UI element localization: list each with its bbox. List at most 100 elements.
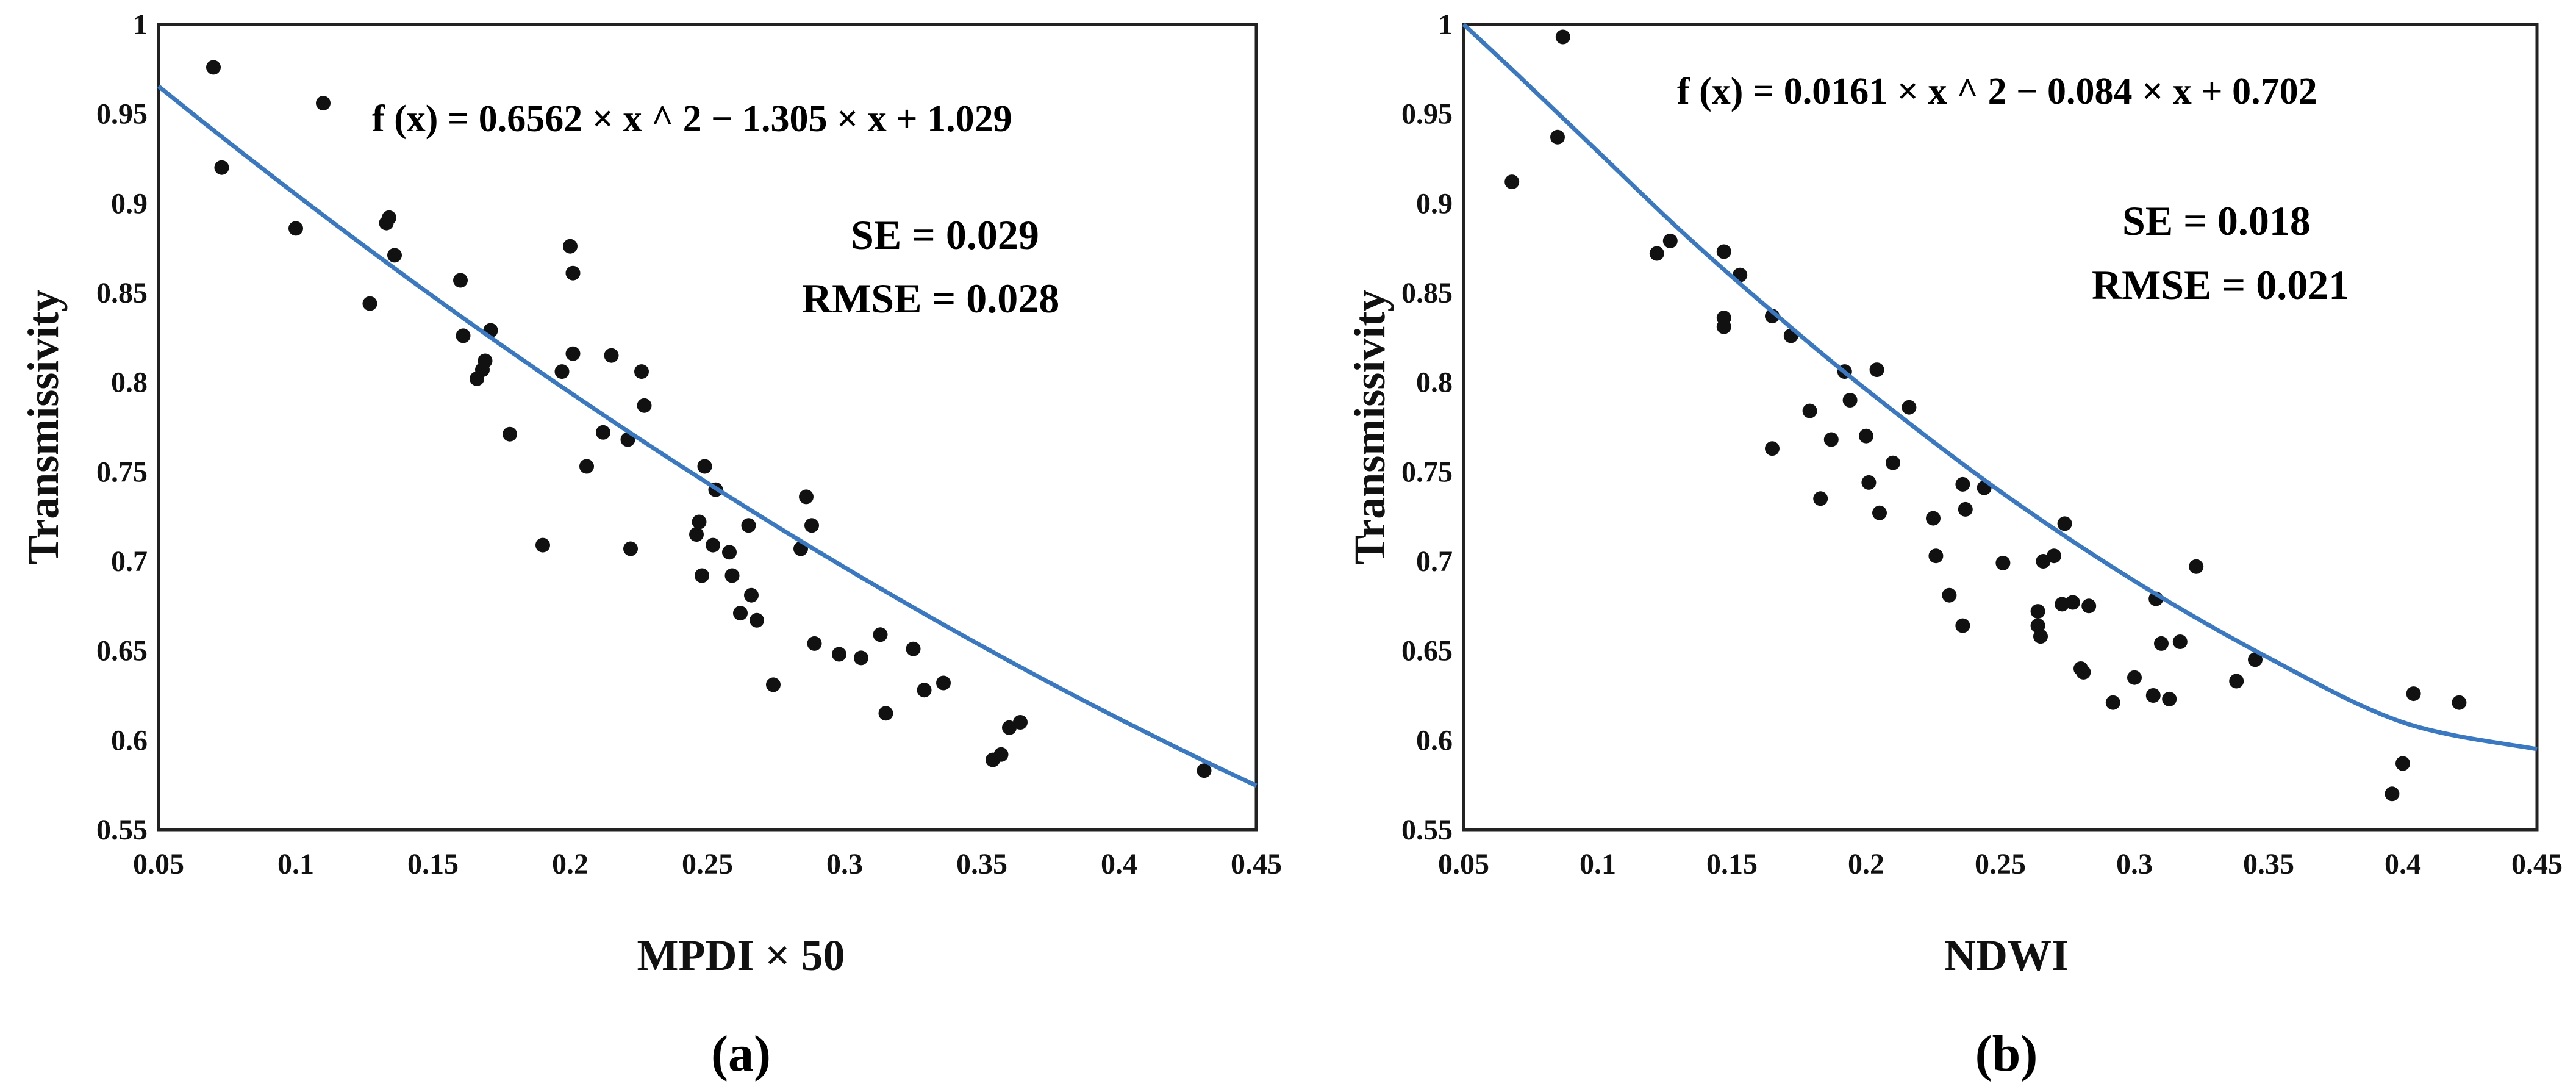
data-point xyxy=(554,364,570,379)
data-point xyxy=(1861,475,1877,490)
y-tick-label: 0.85 xyxy=(1401,277,1453,309)
data-point xyxy=(1765,441,1780,456)
rmse-text: RMSE = 0.021 xyxy=(2092,262,2349,308)
data-point xyxy=(2162,691,2177,706)
data-point xyxy=(2105,695,2120,710)
x-tick-label: 0.2 xyxy=(1848,848,1884,880)
fit-curve xyxy=(1462,23,2538,752)
data-point xyxy=(2057,516,2072,531)
data-point xyxy=(563,239,578,254)
data-point xyxy=(993,747,1009,762)
data-point xyxy=(1955,476,1970,492)
panel-label: (a) xyxy=(711,1026,771,1082)
data-point xyxy=(1958,501,1973,517)
data-point xyxy=(2229,674,2244,689)
data-point xyxy=(1013,715,1028,730)
data-point xyxy=(1928,548,1944,564)
data-point xyxy=(604,348,619,363)
fit-curve xyxy=(157,84,1258,788)
data-point xyxy=(1942,587,1957,603)
x-tick-label: 0.45 xyxy=(2511,848,2563,880)
data-point xyxy=(382,210,396,225)
data-point xyxy=(2395,756,2410,771)
x-tick-label: 0.15 xyxy=(1706,848,1758,880)
y-tick-label: 0.55 xyxy=(1401,814,1453,846)
data-point xyxy=(2065,595,2080,610)
data-point xyxy=(1716,319,1731,334)
data-point xyxy=(1869,362,1884,378)
y-tick-label: 0.6 xyxy=(111,724,148,756)
x-tick-label: 0.1 xyxy=(1580,848,1616,880)
data-point xyxy=(741,518,756,533)
data-point xyxy=(2145,688,2161,703)
data-point xyxy=(453,273,468,288)
data-point xyxy=(2385,786,2400,802)
data-point xyxy=(1550,129,1565,145)
x-tick-label: 0.4 xyxy=(1101,848,1137,880)
x-tick-label: 0.45 xyxy=(1231,848,1282,880)
x-tick-label: 0.05 xyxy=(133,848,184,880)
data-point xyxy=(623,541,638,556)
y-tick-label: 0.75 xyxy=(96,456,148,488)
data-point xyxy=(1823,432,1839,447)
se-text: SE = 0.018 xyxy=(2122,198,2311,244)
y-tick-label: 0.8 xyxy=(1416,367,1453,399)
data-point xyxy=(744,587,759,603)
data-point xyxy=(807,636,822,651)
data-point xyxy=(1716,244,1731,259)
x-tick-labels: 0.05 0.1 0.15 0.2 0.25 0.3 0.35 0.4 0.45 xyxy=(1438,848,2563,880)
data-point xyxy=(2047,548,2061,564)
data-point xyxy=(873,627,888,642)
data-point xyxy=(878,706,893,721)
fit-equation: f (x) = 0.0161 × x ^ 2 − 0.084 × x + 0.7… xyxy=(1677,71,2317,112)
data-point xyxy=(917,683,932,698)
data-point xyxy=(456,328,471,343)
y-tick-label: 0.95 xyxy=(96,98,148,131)
x-tick-label: 0.3 xyxy=(826,848,863,880)
y-tick-label: 0.9 xyxy=(1416,187,1453,220)
data-point xyxy=(2154,636,2169,651)
data-point xyxy=(214,160,229,175)
y-axis-title: Transmissivity xyxy=(19,290,68,565)
y-tick-label: 0.65 xyxy=(1401,635,1453,667)
data-point xyxy=(2081,598,2097,614)
panel-a: 0.550.60.650.70.750.80.850.90.951 0.05 0.… xyxy=(19,9,1282,1082)
data-point xyxy=(906,641,921,656)
rmse-text: RMSE = 0.028 xyxy=(802,275,1059,321)
data-point xyxy=(854,650,868,666)
data-point xyxy=(362,296,377,311)
data-point xyxy=(722,545,737,560)
x-tick-labels: 0.05 0.1 0.15 0.2 0.25 0.3 0.35 0.4 0.45 xyxy=(133,848,1282,880)
y-tick-label: 0.8 xyxy=(111,367,148,399)
data-point xyxy=(478,353,493,368)
data-point xyxy=(750,612,764,628)
x-tick-label: 0.05 xyxy=(1438,848,1489,880)
data-point xyxy=(637,398,652,413)
data-point xyxy=(1926,511,1941,526)
y-tick-label: 0.9 xyxy=(111,187,148,220)
data-point xyxy=(596,425,610,440)
data-point xyxy=(535,537,550,553)
y-tick-labels: 0.55 0.6 0.65 0.7 0.75 0.8 0.85 0.9 0.95 1 xyxy=(96,9,148,846)
x-tick-label: 0.25 xyxy=(682,848,733,880)
data-point xyxy=(1902,400,1917,415)
data-point xyxy=(634,364,649,379)
data-point xyxy=(799,489,814,505)
data-point xyxy=(697,459,712,474)
data-point xyxy=(2055,597,2070,612)
data-point xyxy=(689,527,704,542)
scatter-points xyxy=(206,60,1212,778)
data-point xyxy=(2127,670,2142,685)
x-tick-label: 0.2 xyxy=(552,848,589,880)
panel-b: 0.550.60.650.70.750.80.850.90.951 0.05 0.… xyxy=(1345,9,2563,1082)
x-tick-label: 0.3 xyxy=(2116,848,2153,880)
data-point xyxy=(503,426,517,442)
data-point xyxy=(316,96,331,111)
panel-label: (b) xyxy=(1975,1026,2038,1082)
data-point xyxy=(288,221,303,236)
data-point xyxy=(1859,428,1873,444)
data-point xyxy=(1555,29,1570,45)
y-tick-label: 0.7 xyxy=(111,545,148,578)
x-tick-label: 0.35 xyxy=(2243,848,2294,880)
